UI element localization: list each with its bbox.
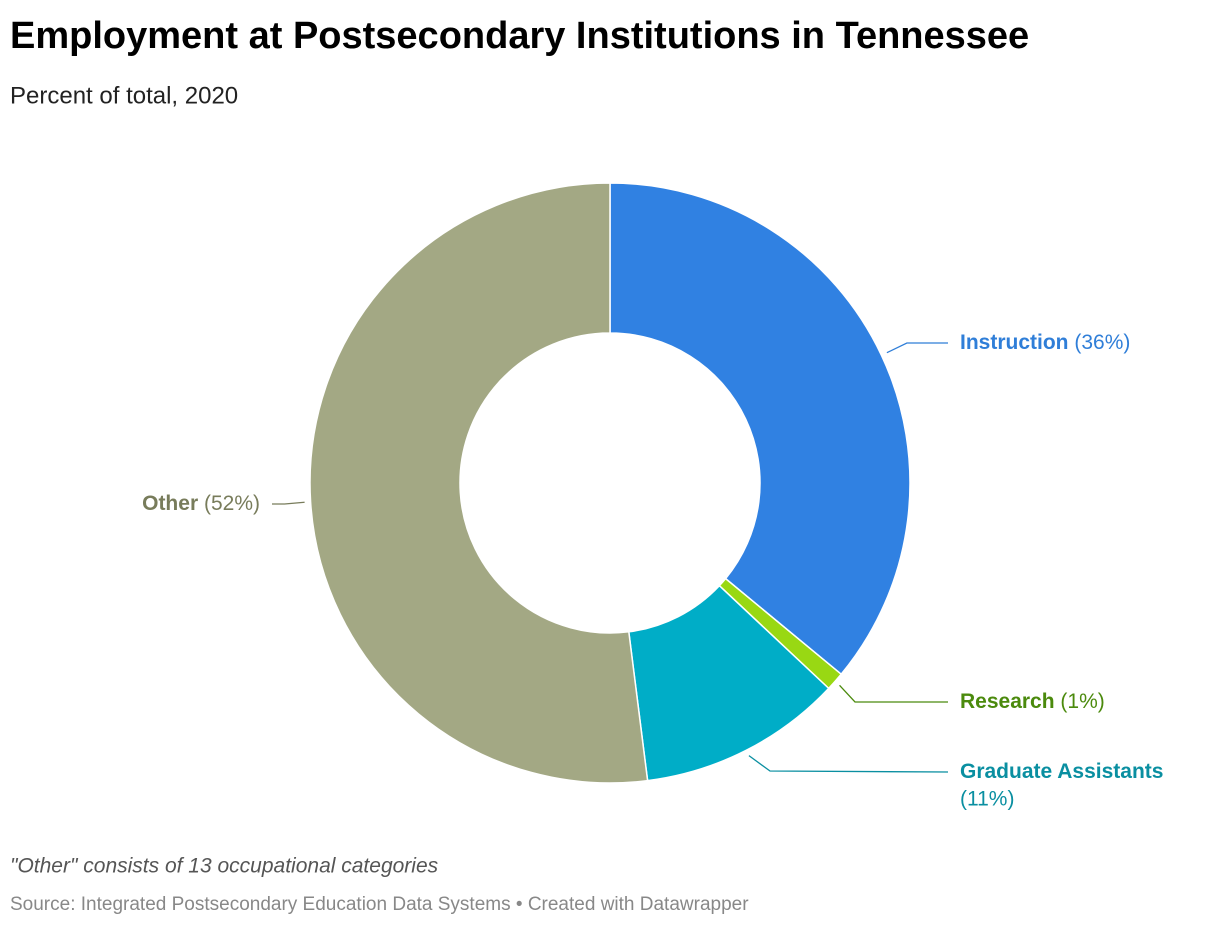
- leader-line: [839, 684, 948, 703]
- slice-label: Instruction (36%): [960, 331, 1130, 354]
- leader-line: [886, 342, 948, 354]
- slice-name: Instruction: [960, 331, 1069, 354]
- slice-name: Other: [142, 492, 198, 515]
- donut-slice: [609, 182, 911, 676]
- chart-source: Source: Integrated Postsecondary Educati…: [10, 894, 749, 915]
- slice-value-label: (52%): [204, 492, 260, 515]
- chart-subtitle: Percent of total, 2020: [10, 82, 238, 109]
- slice-value-label: (11%): [960, 788, 1014, 811]
- slice-label: Other (52%): [142, 492, 260, 515]
- slice-label: Research (1%): [960, 690, 1105, 713]
- chart-note: "Other" consists of 13 occupational cate…: [10, 855, 439, 878]
- donut-slice: [309, 182, 649, 784]
- leader-line: [272, 501, 305, 505]
- slice-value-label: (36%): [1074, 331, 1130, 354]
- slice-value-label: (1%): [1060, 690, 1104, 713]
- slice-name: Research: [960, 690, 1055, 713]
- slice-label: Graduate Assistants: [960, 760, 1163, 783]
- slice-name: Graduate Assistants: [960, 760, 1163, 783]
- chart-title: Employment at Postsecondary Institutions…: [10, 15, 1029, 57]
- leader-line: [748, 755, 949, 773]
